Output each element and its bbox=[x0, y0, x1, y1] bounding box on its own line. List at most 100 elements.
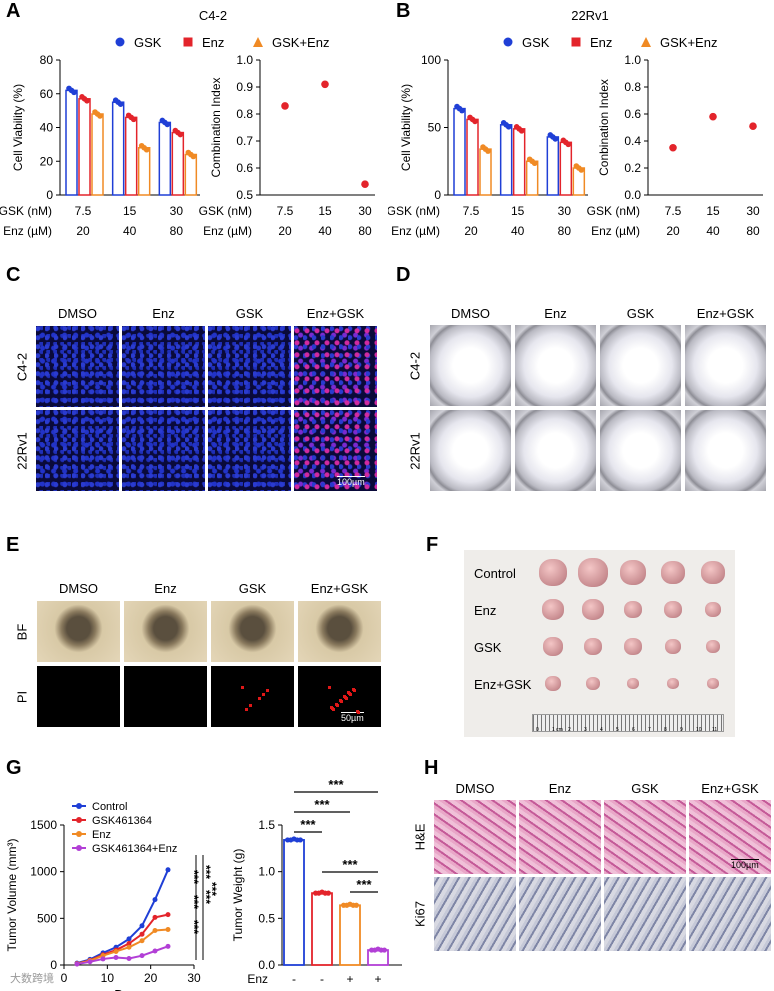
legend-enz-marker bbox=[183, 37, 193, 47]
g1-point-3 bbox=[139, 953, 145, 959]
g1-point-2 bbox=[165, 927, 171, 933]
panel-label-f: F bbox=[426, 534, 439, 556]
y-tick-label: 50 bbox=[428, 121, 442, 135]
bar-gsk bbox=[158, 121, 172, 196]
bar-gsk bbox=[111, 101, 125, 196]
ruler-tick-label: 8 bbox=[664, 727, 667, 733]
g1-legend-marker-2 bbox=[76, 831, 82, 837]
ruler-tick-label: 10 bbox=[696, 727, 702, 733]
g1-legend-label-2: Enz bbox=[92, 829, 111, 841]
bar-combo bbox=[479, 148, 492, 196]
g2-enz-row-label: Enz bbox=[247, 972, 268, 986]
bar-combo-point bbox=[531, 160, 538, 167]
bar-enz bbox=[124, 116, 138, 196]
panel-c-image bbox=[122, 326, 205, 407]
bar-combo-point bbox=[578, 167, 585, 173]
y-axis-label: Cell Viability (%) bbox=[399, 84, 413, 171]
ci-y-tick-label: 0.8 bbox=[624, 80, 641, 94]
pi-signal bbox=[258, 697, 261, 700]
ci-enz-dose: 80 bbox=[746, 224, 760, 238]
panel-c-row-label: C4-2 bbox=[14, 352, 30, 381]
bar-gsk-point bbox=[117, 101, 124, 107]
g1-significance: *** bbox=[205, 882, 219, 896]
panel-d-row-label: 22Rv1 bbox=[407, 431, 423, 470]
panel-f-row-label: Enz bbox=[474, 603, 497, 618]
ci-y-tick-label: 1.0 bbox=[624, 53, 641, 67]
panel-e-image bbox=[211, 601, 294, 662]
y-tick-label: 40 bbox=[40, 121, 54, 135]
panel-h-row-label: H&E bbox=[412, 823, 428, 851]
g1-x-tick-label: 10 bbox=[101, 971, 115, 985]
panel-e-col-label: Enz+GSK bbox=[310, 581, 369, 596]
panel-h-col-label: GSK bbox=[631, 781, 659, 796]
panel-label-g: G bbox=[6, 757, 22, 779]
g1-point-1 bbox=[139, 931, 145, 937]
panel-h-image bbox=[434, 877, 516, 951]
g2-bar-point-0 bbox=[297, 837, 303, 843]
pi-signal bbox=[347, 691, 350, 694]
bar-combo-point bbox=[143, 146, 150, 153]
panel-d-col-label: GSK bbox=[626, 306, 655, 321]
panel-c-row-label: 22Rv1 bbox=[14, 431, 30, 470]
ci-enz-dose: 40 bbox=[318, 224, 332, 238]
ruler-tick-label: 11 bbox=[712, 727, 718, 733]
y-tick-label: 0 bbox=[434, 188, 441, 202]
pi-signal bbox=[330, 706, 333, 709]
legend-combo-label: GSK+Enz bbox=[660, 35, 717, 50]
ci-y-axis-label: Conbination Index bbox=[597, 79, 611, 176]
panel-label-c: C bbox=[6, 264, 21, 286]
panel-c-image bbox=[208, 326, 291, 407]
g2-bar-0 bbox=[283, 839, 305, 966]
panel-e-image bbox=[37, 601, 120, 662]
ci-y-tick-label: 1.0 bbox=[236, 53, 253, 67]
g1-significance: *** bbox=[187, 870, 201, 884]
panel-h-col-label: DMSO bbox=[455, 781, 495, 796]
g1-y-tick-label: 0 bbox=[50, 958, 57, 972]
panel-h-row-label: Ki67 bbox=[412, 900, 428, 928]
g1-point-0 bbox=[126, 936, 132, 942]
bar-gsk bbox=[499, 124, 513, 196]
bar-combo-point bbox=[97, 113, 103, 119]
panel-a-chart: GSK Enz GSK+Enz 0 20 40 60 80 Cell Viability (%)… bbox=[0, 35, 375, 238]
panel-e-row-label: PI bbox=[14, 690, 30, 703]
panel-e-col-label: Enz bbox=[154, 581, 177, 596]
g1-x-axis-label: Days bbox=[114, 987, 144, 991]
ruler-tick-label: 4 bbox=[600, 727, 603, 733]
bar-gsk-point bbox=[459, 107, 465, 114]
panel-c-image bbox=[36, 410, 119, 491]
pi-signal bbox=[328, 686, 331, 689]
g2-y-tick-label: 1.0 bbox=[258, 865, 275, 879]
pi-signal bbox=[249, 704, 252, 707]
panel-f-row-label: Enz+GSK bbox=[474, 677, 532, 692]
vb-gsk-dose: 7.5 bbox=[75, 204, 92, 218]
g2-significance: *** bbox=[314, 797, 330, 812]
g1-point-2 bbox=[139, 938, 145, 944]
panel-h-image bbox=[689, 800, 771, 874]
panel-f-row-label: Control bbox=[474, 566, 516, 581]
bar-enz-point bbox=[130, 116, 137, 123]
tumor-specimen bbox=[624, 601, 642, 619]
tumor-specimen bbox=[542, 599, 564, 620]
panel-e-col-label: GSK bbox=[238, 581, 267, 596]
bar-enz bbox=[559, 141, 573, 196]
tumor-specimen bbox=[578, 558, 608, 587]
panel-b-title: 22Rv1 bbox=[571, 8, 609, 23]
bar-enz-point bbox=[565, 141, 572, 148]
vb-gsk-dose: 30 bbox=[558, 204, 572, 218]
g1-point-2 bbox=[126, 944, 132, 950]
ruler bbox=[532, 714, 724, 732]
y-tick-label: 60 bbox=[40, 87, 54, 101]
legend-enz-marker bbox=[571, 37, 581, 47]
g2-y-tick-label: 0.5 bbox=[258, 911, 275, 925]
panel-c-image bbox=[294, 410, 377, 491]
tumor-specimen bbox=[706, 640, 720, 654]
g1-point-3 bbox=[74, 961, 80, 967]
bar-gsk-point bbox=[164, 121, 171, 128]
g1-point-0 bbox=[165, 867, 171, 873]
panel-h-image bbox=[604, 877, 686, 951]
g1-point-2 bbox=[113, 948, 119, 954]
panel-e-scale-bar: 50µm bbox=[341, 712, 364, 723]
ci-y-tick-label: 0.9 bbox=[236, 80, 253, 94]
ruler-tick-label: 6 bbox=[632, 727, 635, 733]
tumor-specimen bbox=[545, 676, 561, 692]
